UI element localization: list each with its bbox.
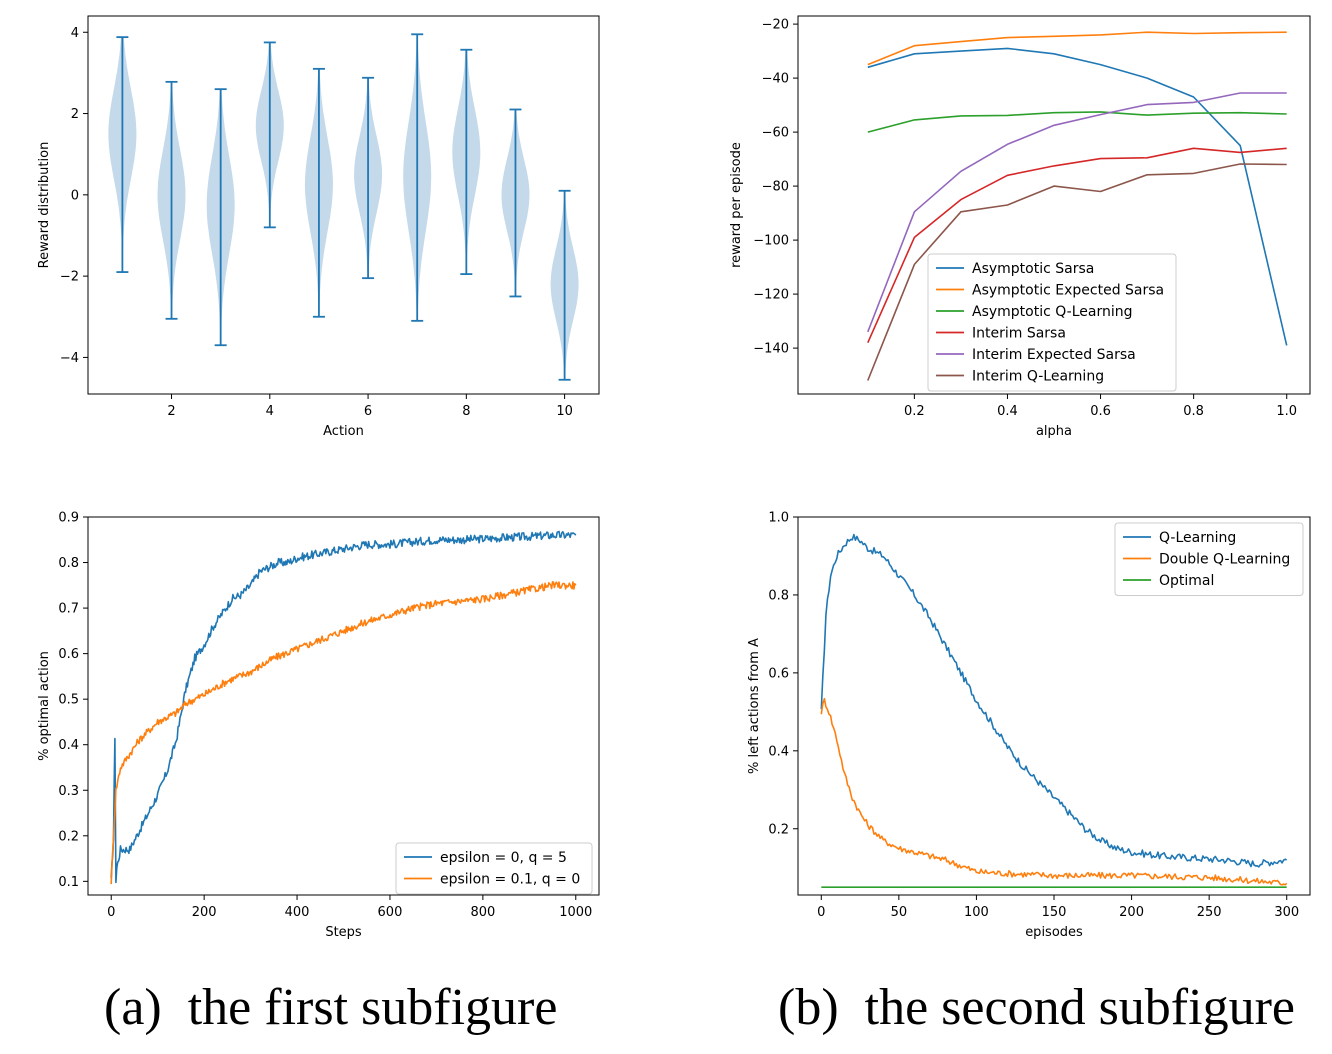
y-tick-label: 0.5 bbox=[58, 693, 79, 708]
violin-chart: 2 4 6 8 10 −4 −2 0 2 4 Action Reward distribution bbox=[37, 15, 600, 439]
series-line-1 bbox=[867, 31, 1287, 66]
x-tick-label: 50 bbox=[891, 905, 908, 920]
y-tick-label: 0.8 bbox=[58, 556, 79, 571]
x-tick-label: 100 bbox=[964, 905, 989, 920]
caption-b-tag: (b) bbox=[778, 979, 839, 1036]
caption-b-text: the second subfigure bbox=[864, 979, 1295, 1036]
legend-entry-2: Optimal bbox=[1159, 573, 1214, 589]
legend-entry-5: Interim Q-Learning bbox=[972, 369, 1104, 385]
series-line-4 bbox=[867, 92, 1287, 333]
y-axis-label: % left actions from A bbox=[747, 638, 762, 774]
axes-frame bbox=[797, 15, 1311, 395]
x-axis-label: Action bbox=[323, 424, 364, 439]
y-tick-label: 0.9 bbox=[58, 511, 79, 526]
y-tick-label: 0.2 bbox=[58, 829, 79, 844]
episodes-line-chart: 0 50 100 150 200 250 300 0.2 0.4 0.6 0.8 1.0 episode… bbox=[747, 511, 1311, 940]
caption-a-text: the first subfigure bbox=[187, 979, 558, 1036]
series-line-0 bbox=[867, 47, 1288, 346]
axes-frame bbox=[87, 15, 600, 395]
y-tick-label: −20 bbox=[762, 18, 789, 33]
legend-entry-0: epsilon = 0, q = 5 bbox=[440, 850, 567, 866]
caption-a: (a) the first subfigure bbox=[104, 978, 557, 1037]
y-tick-label: −4 bbox=[60, 351, 79, 366]
y-tick-label: −80 bbox=[762, 180, 789, 195]
legend-entry-3: Interim Sarsa bbox=[972, 326, 1066, 342]
y-axis-label: % optimal action bbox=[37, 651, 52, 761]
x-tick-label: 0.8 bbox=[1183, 404, 1204, 419]
steps-line-chart: 0 200 400 600 800 1000 0.1 0.2 0.3 0.4 0.5 0.6 0.7 0.… bbox=[37, 511, 600, 940]
x-tick-label: 300 bbox=[1274, 905, 1299, 920]
axes-frame bbox=[87, 516, 600, 896]
legend-entry-4: Interim Expected Sarsa bbox=[972, 347, 1136, 363]
x-tick-label: 200 bbox=[1119, 905, 1144, 920]
x-tick-label: 4 bbox=[266, 404, 274, 419]
x-axis-label: Steps bbox=[325, 925, 362, 940]
x-tick-label: 600 bbox=[378, 905, 403, 920]
x-tick-label: 2 bbox=[167, 404, 175, 419]
alpha-line-chart: 0.2 0.4 0.6 0.8 1.0 −140 −120 −100 −80 −60 −40 −20 a… bbox=[729, 15, 1311, 439]
x-tick-label: 0.4 bbox=[997, 404, 1018, 419]
y-tick-label: 0.7 bbox=[58, 602, 79, 617]
y-tick-label: 0.6 bbox=[58, 647, 79, 662]
legend-entry-2: Asymptotic Q-Learning bbox=[972, 304, 1133, 320]
x-tick-label: 1000 bbox=[559, 905, 592, 920]
y-tick-label: 4 bbox=[71, 26, 79, 41]
y-axis-label: Reward distribution bbox=[37, 142, 52, 269]
x-tick-label: 0.2 bbox=[904, 404, 925, 419]
y-axis-label: reward per episode bbox=[729, 142, 744, 268]
series-line-5 bbox=[867, 163, 1287, 381]
y-tick-label: −60 bbox=[762, 126, 789, 141]
series-line-0 bbox=[820, 533, 1287, 868]
y-tick-label: −120 bbox=[753, 288, 789, 303]
y-tick-label: 0.4 bbox=[768, 744, 789, 759]
x-axis-label: alpha bbox=[1036, 424, 1072, 439]
caption-b: (b) the second subfigure bbox=[778, 978, 1295, 1037]
caption-a-tag: (a) bbox=[104, 979, 162, 1036]
series-line-0 bbox=[110, 530, 577, 884]
y-tick-label: 0.2 bbox=[768, 822, 789, 837]
series-line-2 bbox=[867, 111, 1287, 133]
y-tick-label: −140 bbox=[753, 342, 789, 357]
legend-box bbox=[1114, 522, 1304, 596]
y-tick-label: 1.0 bbox=[768, 511, 789, 526]
y-tick-label: 0 bbox=[71, 188, 79, 203]
legend-entry-0: Q-Learning bbox=[1159, 530, 1236, 546]
series-line-1 bbox=[110, 581, 577, 885]
series-line-1 bbox=[820, 697, 1288, 886]
y-tick-label: 0.3 bbox=[58, 784, 79, 799]
y-tick-label: 0.1 bbox=[58, 875, 79, 890]
x-tick-label: 400 bbox=[285, 905, 310, 920]
y-tick-label: −2 bbox=[60, 270, 79, 285]
x-tick-label: 0.6 bbox=[1090, 404, 1111, 419]
x-tick-label: 200 bbox=[192, 905, 217, 920]
legend-entry-1: epsilon = 0.1, q = 0 bbox=[440, 872, 580, 888]
series-line-3 bbox=[867, 147, 1287, 344]
x-tick-label: 800 bbox=[470, 905, 495, 920]
x-tick-label: 250 bbox=[1197, 905, 1222, 920]
x-tick-label: 10 bbox=[556, 404, 573, 419]
y-tick-label: 2 bbox=[71, 107, 79, 122]
y-tick-label: 0.4 bbox=[58, 738, 79, 753]
legend-box bbox=[927, 253, 1177, 392]
x-tick-label: 6 bbox=[364, 404, 372, 419]
y-tick-label: 0.8 bbox=[768, 588, 789, 603]
x-tick-label: 150 bbox=[1042, 905, 1067, 920]
x-tick-label: 0 bbox=[107, 905, 115, 920]
x-tick-label: 0 bbox=[817, 905, 825, 920]
legend-box bbox=[395, 842, 593, 895]
x-tick-label: 8 bbox=[462, 404, 470, 419]
legend-entry-1: Double Q-Learning bbox=[1159, 552, 1290, 568]
y-tick-label: 0.6 bbox=[768, 666, 789, 681]
y-tick-label: −40 bbox=[762, 72, 789, 87]
x-axis-label: episodes bbox=[1025, 925, 1083, 940]
legend-entry-0: Asymptotic Sarsa bbox=[972, 261, 1094, 277]
legend-entry-1: Asymptotic Expected Sarsa bbox=[972, 283, 1164, 299]
y-tick-label: −100 bbox=[753, 234, 789, 249]
x-tick-label: 1.0 bbox=[1276, 404, 1297, 419]
